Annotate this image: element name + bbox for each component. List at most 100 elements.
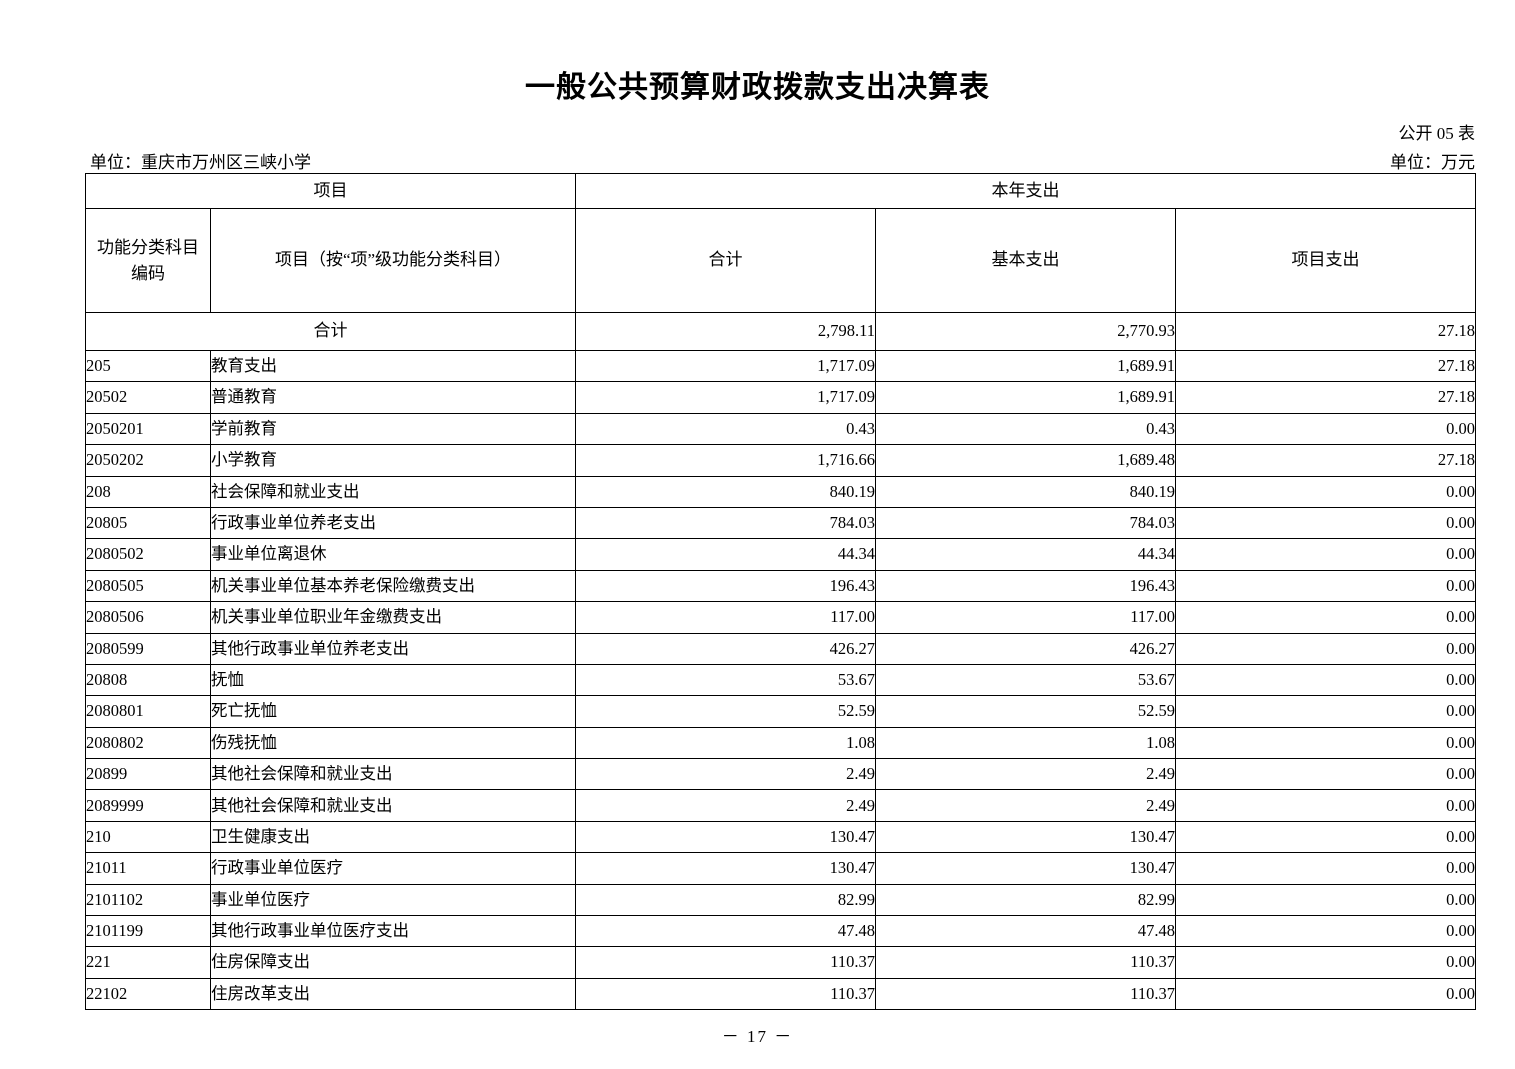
cell-item-name: 学前教育 [210,412,576,446]
cell-total: 1.08 [575,726,876,760]
table-row: 2101102 事业单位医疗 82.99 82.99 0.00 [85,883,1476,917]
table-row: 2080599 其他行政事业单位养老支出 426.27 426.27 0.00 [85,632,1476,665]
cell-item-name: 事业单位离退休 [210,538,576,571]
cell-function-code: 208 [85,475,211,508]
budget-expenditure-table-wrapper: 项目 本年支出 功能分类科目编码 项目（按“项”级功能分类科目） 合计 基本支出… [85,173,1476,1011]
table-row: 20808 抚恤 53.67 53.67 0.00 [85,663,1476,697]
cell-item-name: 卫生健康支出 [210,820,576,854]
table-row: 2080506 机关事业单位职业年金缴费支出 117.00 117.00 0.00 [85,601,1476,634]
cell-function-code: 205 [85,349,211,383]
header-col-name: 项目（按“项”级功能分类科目） [210,208,576,313]
table-row: 2101199 其他行政事业单位医疗支出 47.48 47.48 0.00 [85,915,1476,948]
unit-amount-label: 单位：万元 [1390,153,1475,172]
table-row: 2089999 其他社会保障和就业支出 2.49 2.49 0.00 [85,789,1476,822]
cell-item-name: 死亡抚恤 [210,695,576,728]
cell-item-name: 其他行政事业单位养老支出 [210,632,576,665]
cell-total: 44.34 [575,538,876,571]
cell-total: 130.47 [575,852,876,885]
cell-basic: 196.43 [875,569,1176,603]
total-row-total: 2,798.11 [575,312,876,351]
cell-total: 53.67 [575,663,876,697]
cell-project: 0.00 [1175,726,1476,760]
cell-function-code: 2080506 [85,601,211,634]
cell-total: 784.03 [575,506,876,540]
cell-basic: 2.49 [875,789,1176,822]
cell-basic: 44.34 [875,538,1176,571]
cell-basic: 426.27 [875,632,1176,665]
cell-basic: 0.43 [875,412,1176,446]
cell-item-name: 住房保障支出 [210,946,576,979]
cell-project: 0.00 [1175,506,1476,540]
cell-item-name: 其他行政事业单位医疗支出 [210,915,576,948]
cell-item-name: 其他社会保障和就业支出 [210,758,576,791]
table-row: 20502 普通教育 1,717.09 1,689.91 27.18 [85,381,1476,414]
cell-total: 1,717.09 [575,349,876,383]
cell-function-code: 21011 [85,852,211,885]
cell-function-code: 2080802 [85,726,211,760]
cell-project: 0.00 [1175,883,1476,917]
cell-basic: 110.37 [875,977,1176,1011]
cell-basic: 1,689.91 [875,349,1176,383]
cell-project: 0.00 [1175,946,1476,979]
table-row: 20805 行政事业单位养老支出 784.03 784.03 0.00 [85,506,1476,540]
cell-function-code: 20899 [85,758,211,791]
cell-function-code: 2080505 [85,569,211,603]
cell-basic: 1.08 [875,726,1176,760]
cell-project: 0.00 [1175,663,1476,697]
table-row: 210 卫生健康支出 130.47 130.47 0.00 [85,820,1476,854]
cell-function-code: 210 [85,820,211,854]
cell-item-name: 其他社会保障和就业支出 [210,789,576,822]
table-row: 2080505 机关事业单位基本养老保险缴费支出 196.43 196.43 0.00 [85,569,1476,603]
table-row: 21011 行政事业单位医疗 130.47 130.47 0.00 [85,852,1476,885]
cell-function-code: 2080599 [85,632,211,665]
cell-project: 27.18 [1175,381,1476,414]
cell-basic: 52.59 [875,695,1176,728]
budget-expenditure-table: 项目 本年支出 功能分类科目编码 项目（按“项”级功能分类科目） 合计 基本支出… [85,173,1476,1011]
cell-project: 0.00 [1175,915,1476,948]
cell-total: 2.49 [575,789,876,822]
cell-item-name: 普通教育 [210,381,576,414]
cell-function-code: 2101199 [85,915,211,948]
cell-function-code: 2080502 [85,538,211,571]
table-header-sub-row: 功能分类科目编码 项目（按“项”级功能分类科目） 合计 基本支出 项目支出 [85,208,1476,313]
total-row-label: 合计 [85,312,576,351]
cell-function-code: 2089999 [85,789,211,822]
cell-function-code: 221 [85,946,211,979]
total-row-project: 27.18 [1175,312,1476,351]
header-col-total: 合计 [575,208,876,313]
table-row: 2080802 伤残抚恤 1.08 1.08 0.00 [85,726,1476,760]
table-row: 2050202 小学教育 1,716.66 1,689.48 27.18 [85,444,1476,477]
cell-project: 0.00 [1175,601,1476,634]
cell-item-name: 行政事业单位医疗 [210,852,576,885]
header-col-basic-expenditure: 基本支出 [875,208,1176,313]
header-group-item: 项目 [85,173,576,209]
cell-function-code: 2050201 [85,412,211,446]
cell-project: 27.18 [1175,349,1476,383]
cell-basic: 784.03 [875,506,1176,540]
cell-item-name: 机关事业单位职业年金缴费支出 [210,601,576,634]
cell-total: 82.99 [575,883,876,917]
header-col-code: 功能分类科目编码 [85,208,211,313]
cell-project: 0.00 [1175,852,1476,885]
page-title: 一般公共预算财政拨款支出决算表 [525,71,990,104]
cell-basic: 1,689.91 [875,381,1176,414]
cell-function-code: 20805 [85,506,211,540]
cell-total: 47.48 [575,915,876,948]
cell-function-code: 20808 [85,663,211,697]
cell-function-code: 2080801 [85,695,211,728]
table-header-group-row: 项目 本年支出 [85,173,1476,209]
cell-total: 1,717.09 [575,381,876,414]
table-header: 项目 本年支出 功能分类科目编码 项目（按“项”级功能分类科目） 合计 基本支出… [85,173,1476,313]
cell-item-name: 小学教育 [210,444,576,477]
cell-item-name: 伤残抚恤 [210,726,576,760]
table-row: 20899 其他社会保障和就业支出 2.49 2.49 0.00 [85,758,1476,791]
cell-total: 0.43 [575,412,876,446]
cell-total: 426.27 [575,632,876,665]
cell-project: 0.00 [1175,412,1476,446]
cell-basic: 840.19 [875,475,1176,508]
header-group-current-year: 本年支出 [575,173,1476,209]
table-row: 2080801 死亡抚恤 52.59 52.59 0.00 [85,695,1476,728]
cell-project: 0.00 [1175,789,1476,822]
cell-item-name: 机关事业单位基本养老保险缴费支出 [210,569,576,603]
